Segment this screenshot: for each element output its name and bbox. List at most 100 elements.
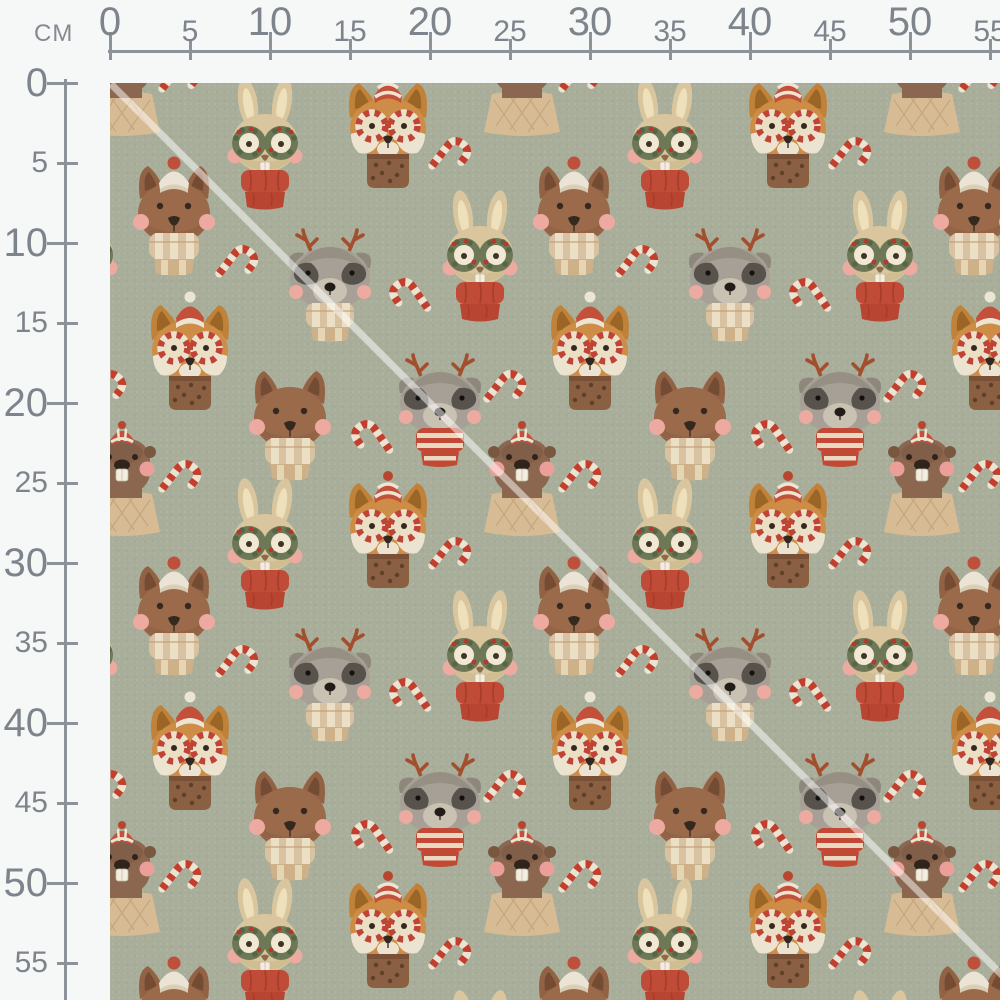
ruler-tick-left <box>57 161 78 165</box>
candy-cane-motif <box>752 420 789 461</box>
candy-cane-motif <box>562 860 600 901</box>
ruler-tick-top <box>908 32 912 60</box>
raccoon-beige-scarf-motif <box>289 230 371 342</box>
ruler-tick-left <box>47 561 78 565</box>
rabbit-motif <box>110 589 118 722</box>
candy-cane-motif <box>562 460 600 501</box>
candy-cane-motif <box>432 537 470 578</box>
ruler-unit-label: CM <box>34 20 74 47</box>
fox-striped-hat-motif <box>349 83 427 188</box>
ruler-tick-left <box>57 641 78 645</box>
fox-striped-hat-motif <box>349 871 427 988</box>
squirrel-hat-motif <box>133 557 215 676</box>
candy-cane-motif <box>887 370 925 411</box>
candy-cane-motif <box>619 645 657 686</box>
rabbit-motif <box>628 83 703 210</box>
rabbit-motif <box>843 989 918 1000</box>
squirrel-hat-motif <box>533 157 615 276</box>
ruler-top-line <box>108 50 1000 53</box>
ruler-left-line <box>64 79 67 1000</box>
ruler-tick-left <box>47 81 78 85</box>
candy-cane-motif <box>162 83 200 101</box>
ruler-label-left: 20 <box>3 381 49 425</box>
rabbit-motif <box>443 989 518 1000</box>
squirrel-motif <box>649 771 731 881</box>
candy-cane-motif <box>887 770 925 811</box>
ruler-label-left: 25 <box>14 466 48 499</box>
rabbit-motif <box>228 477 303 610</box>
candy-cane-motif <box>790 678 827 719</box>
squirrel-motif <box>649 371 731 481</box>
fox-striped-hat-motif <box>349 471 427 588</box>
rabbit-motif <box>228 877 303 1000</box>
ruler-label-top: 55 <box>973 15 1000 48</box>
pattern-canvas <box>110 83 1000 1000</box>
ruler-label-left: 0 <box>25 61 48 105</box>
fox-red-hat-motif <box>551 692 629 811</box>
candy-cane-motif <box>962 460 1000 501</box>
ruler-label-top: 0 <box>98 0 122 44</box>
ruler-label-top: 40 <box>727 0 773 44</box>
fox-red-hat-motif <box>151 692 229 811</box>
candy-cane-motif <box>219 245 257 286</box>
rabbit-motif <box>843 589 918 722</box>
ruler-tick-left <box>57 321 78 325</box>
raccoon-beige-scarf-motif <box>689 230 771 342</box>
candy-cane-motif <box>390 678 427 719</box>
ruler-label-top: 20 <box>407 0 453 44</box>
fox-striped-hat-motif <box>749 83 827 188</box>
rabbit-motif <box>110 989 118 1000</box>
gopher-motif <box>482 83 562 138</box>
ruler-tick-top <box>508 39 512 60</box>
squirrel-hat-motif <box>933 157 1000 276</box>
fox-striped-hat-motif <box>749 871 827 988</box>
rabbit-motif <box>228 83 303 210</box>
ruler-label-left: 5 <box>31 146 48 179</box>
squirrel-hat-motif <box>933 557 1000 676</box>
candy-cane-motif <box>832 937 870 978</box>
raccoon-red-scarf-motif <box>799 355 881 467</box>
ruler-tick-left <box>57 961 78 965</box>
gopher-motif <box>882 419 962 538</box>
ruler-tick-top <box>588 32 592 60</box>
rabbit-motif <box>443 189 518 322</box>
rabbit-motif <box>443 589 518 722</box>
ruler-label-top: 45 <box>813 15 847 48</box>
fabric-pattern-preview[interactable] <box>110 83 1000 1000</box>
ruler-label-left: 40 <box>3 701 49 745</box>
ruler-label-top: 5 <box>181 15 199 48</box>
gopher-motif <box>110 419 162 538</box>
fox-red-hat-motif <box>551 292 629 411</box>
candy-cane-motif <box>390 278 427 319</box>
candy-cane-motif <box>162 860 200 901</box>
raccoon-beige-scarf-motif <box>689 630 771 742</box>
raccoon-beige-scarf-motif <box>289 630 371 742</box>
raccoon-red-scarf-motif <box>399 755 481 867</box>
ruler-tick-left <box>47 241 78 245</box>
ruler-label-left: 30 <box>3 541 49 585</box>
rabbit-motif <box>628 477 703 610</box>
ruler-label-top: 10 <box>247 0 293 44</box>
ruler-label-left: 15 <box>14 306 48 339</box>
ruler-label-top: 35 <box>653 15 687 48</box>
rabbit-motif <box>110 189 118 322</box>
ruler-tick-left <box>47 881 78 885</box>
candy-cane-motif <box>432 137 470 178</box>
ruler-label-top: 15 <box>333 15 367 48</box>
ruler-tick-top <box>268 32 272 60</box>
candy-cane-motif <box>790 278 827 319</box>
gopher-motif <box>882 83 962 138</box>
ruler-tick-top <box>348 39 352 60</box>
candy-cane-motif <box>487 770 525 811</box>
candy-cane-motif <box>619 245 657 286</box>
candy-cane-motif <box>110 370 126 411</box>
candy-cane-motif <box>752 820 789 861</box>
ruler-tick-top <box>428 32 432 60</box>
ruler-label-top: 30 <box>567 0 613 44</box>
ruler-label-left: 50 <box>3 861 49 905</box>
ruler-tick-top <box>828 39 832 60</box>
gopher-motif <box>110 819 162 938</box>
squirrel-motif <box>249 771 331 881</box>
fox-striped-hat-motif <box>749 471 827 588</box>
